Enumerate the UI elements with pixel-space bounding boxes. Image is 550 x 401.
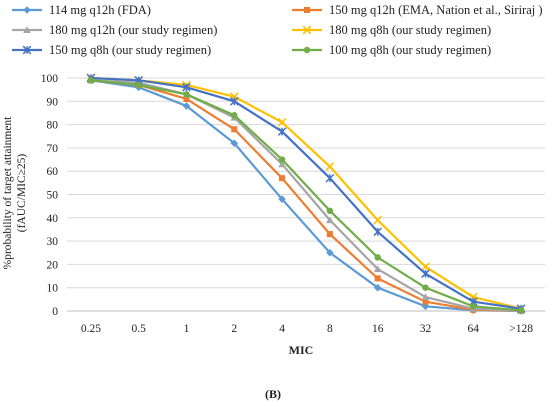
legend-item: 180 mg q12h (our study regimen) bbox=[12, 23, 217, 37]
y-tick-label: 60 bbox=[47, 166, 59, 178]
data-point bbox=[422, 284, 429, 291]
data-point bbox=[326, 248, 334, 257]
data-point bbox=[325, 162, 335, 171]
data-point bbox=[373, 215, 383, 225]
x-tick-label: 0.25 bbox=[81, 323, 101, 335]
data-point bbox=[87, 77, 95, 84]
series-line bbox=[90, 76, 522, 310]
data-point bbox=[183, 95, 190, 103]
x-tick-label: >128 bbox=[509, 323, 533, 335]
data-point bbox=[326, 231, 333, 238]
legend-label: 180 mg q8h (our study regimen) bbox=[329, 23, 491, 37]
data-point bbox=[421, 269, 430, 279]
data-point bbox=[373, 265, 382, 273]
legend-item: 150 mg q8h (our study regimen) bbox=[12, 43, 211, 57]
series-line bbox=[90, 79, 522, 313]
data-point bbox=[325, 173, 335, 183]
data-point bbox=[279, 175, 286, 182]
y-tick-label: 0 bbox=[52, 306, 58, 318]
series-5 bbox=[87, 77, 525, 314]
legend: 114 mg q12h (FDA) 150 mg q12h (EMA, Natio… bbox=[12, 3, 543, 57]
y-tick-label: 10 bbox=[47, 283, 59, 295]
data-point bbox=[182, 82, 191, 92]
legend-label: 150 mg q8h (our study regimen) bbox=[49, 43, 211, 57]
legend-marker bbox=[23, 26, 31, 34]
y-tick-label: 50 bbox=[47, 190, 59, 202]
y-axis-label-line2: (fAUC/MIC≥25) bbox=[16, 154, 28, 233]
data-point bbox=[422, 298, 429, 305]
y-tick-label: 40 bbox=[47, 213, 59, 225]
data-point bbox=[374, 254, 381, 261]
data-point bbox=[231, 126, 238, 133]
data-point bbox=[374, 275, 381, 282]
x-tick-label: 8 bbox=[327, 323, 333, 335]
data-point bbox=[231, 112, 238, 119]
x-tick-label: 2 bbox=[231, 323, 237, 335]
legend-label: 180 mg q12h (our study regimen) bbox=[49, 23, 217, 37]
x-tick-label: 32 bbox=[420, 323, 432, 335]
y-tick-label: 70 bbox=[47, 143, 59, 155]
series-1 bbox=[87, 77, 525, 315]
legend-label: 114 mg q12h (FDA) bbox=[49, 3, 151, 17]
y-tick-label: 100 bbox=[41, 73, 59, 85]
data-point bbox=[373, 283, 382, 292]
data-point bbox=[278, 195, 286, 203]
legend-marker bbox=[22, 45, 32, 55]
data-point bbox=[277, 117, 287, 127]
data-point bbox=[183, 91, 190, 98]
series-2 bbox=[87, 76, 525, 315]
legend-marker bbox=[23, 6, 31, 14]
x-tick-label: 0.5 bbox=[132, 323, 147, 335]
y-tick-label: 80 bbox=[47, 120, 59, 132]
x-tick-label: 4 bbox=[279, 323, 285, 335]
data-point bbox=[277, 127, 287, 136]
series-line bbox=[90, 79, 522, 313]
legend-item: 150 mg q12h (EMA, Nation et al., Siriraj… bbox=[292, 3, 543, 17]
data-point bbox=[421, 293, 430, 301]
data-point bbox=[326, 216, 334, 224]
data-point bbox=[135, 81, 142, 89]
x-tick-label: 64 bbox=[468, 323, 480, 335]
legend-marker bbox=[302, 25, 312, 35]
data-point bbox=[326, 207, 334, 215]
y-axis-ticks: 0 10 20 30 40 50 60 70 80 90 100 bbox=[41, 73, 59, 318]
y-tick-label: 20 bbox=[47, 259, 59, 271]
legend-marker bbox=[303, 46, 311, 54]
series-0 bbox=[87, 76, 525, 315]
series-line bbox=[90, 79, 522, 313]
data-point bbox=[470, 303, 477, 310]
x-axis-label: MIC bbox=[289, 343, 314, 357]
x-tick-label: 1 bbox=[184, 323, 190, 335]
data-point bbox=[421, 262, 430, 272]
legend-marker bbox=[303, 6, 311, 14]
series-line bbox=[90, 76, 522, 310]
legend-item: 114 mg q12h (FDA) bbox=[12, 3, 151, 17]
data-point bbox=[517, 307, 525, 314]
legend-item: 180 mg q8h (our study regimen) bbox=[292, 23, 491, 37]
data-point bbox=[182, 102, 191, 110]
x-tick-label: 16 bbox=[372, 323, 384, 335]
data-point bbox=[229, 96, 239, 106]
y-axis-label-line1: %probability of target attainment bbox=[2, 116, 14, 270]
legend-item: 100 mg q8h (our study regimen) bbox=[292, 43, 491, 57]
legend-label: 100 mg q8h (our study regimen) bbox=[329, 43, 491, 57]
y-tick-label: 90 bbox=[47, 96, 59, 108]
data-point bbox=[230, 139, 239, 148]
x-axis-ticks: 0.25 0.5 1 2 4 8 16 32 64 >128 bbox=[81, 323, 533, 335]
panel-label: (B) bbox=[265, 387, 281, 401]
legend-label: 150 mg q12h (EMA, Nation et al., Siriraj… bbox=[329, 3, 543, 17]
y-tick-label: 30 bbox=[47, 236, 59, 248]
gridlines bbox=[67, 77, 545, 312]
series-group bbox=[86, 73, 526, 315]
data-point bbox=[278, 156, 286, 163]
data-point bbox=[278, 160, 286, 168]
data-point bbox=[373, 227, 383, 237]
series-line bbox=[90, 79, 522, 312]
